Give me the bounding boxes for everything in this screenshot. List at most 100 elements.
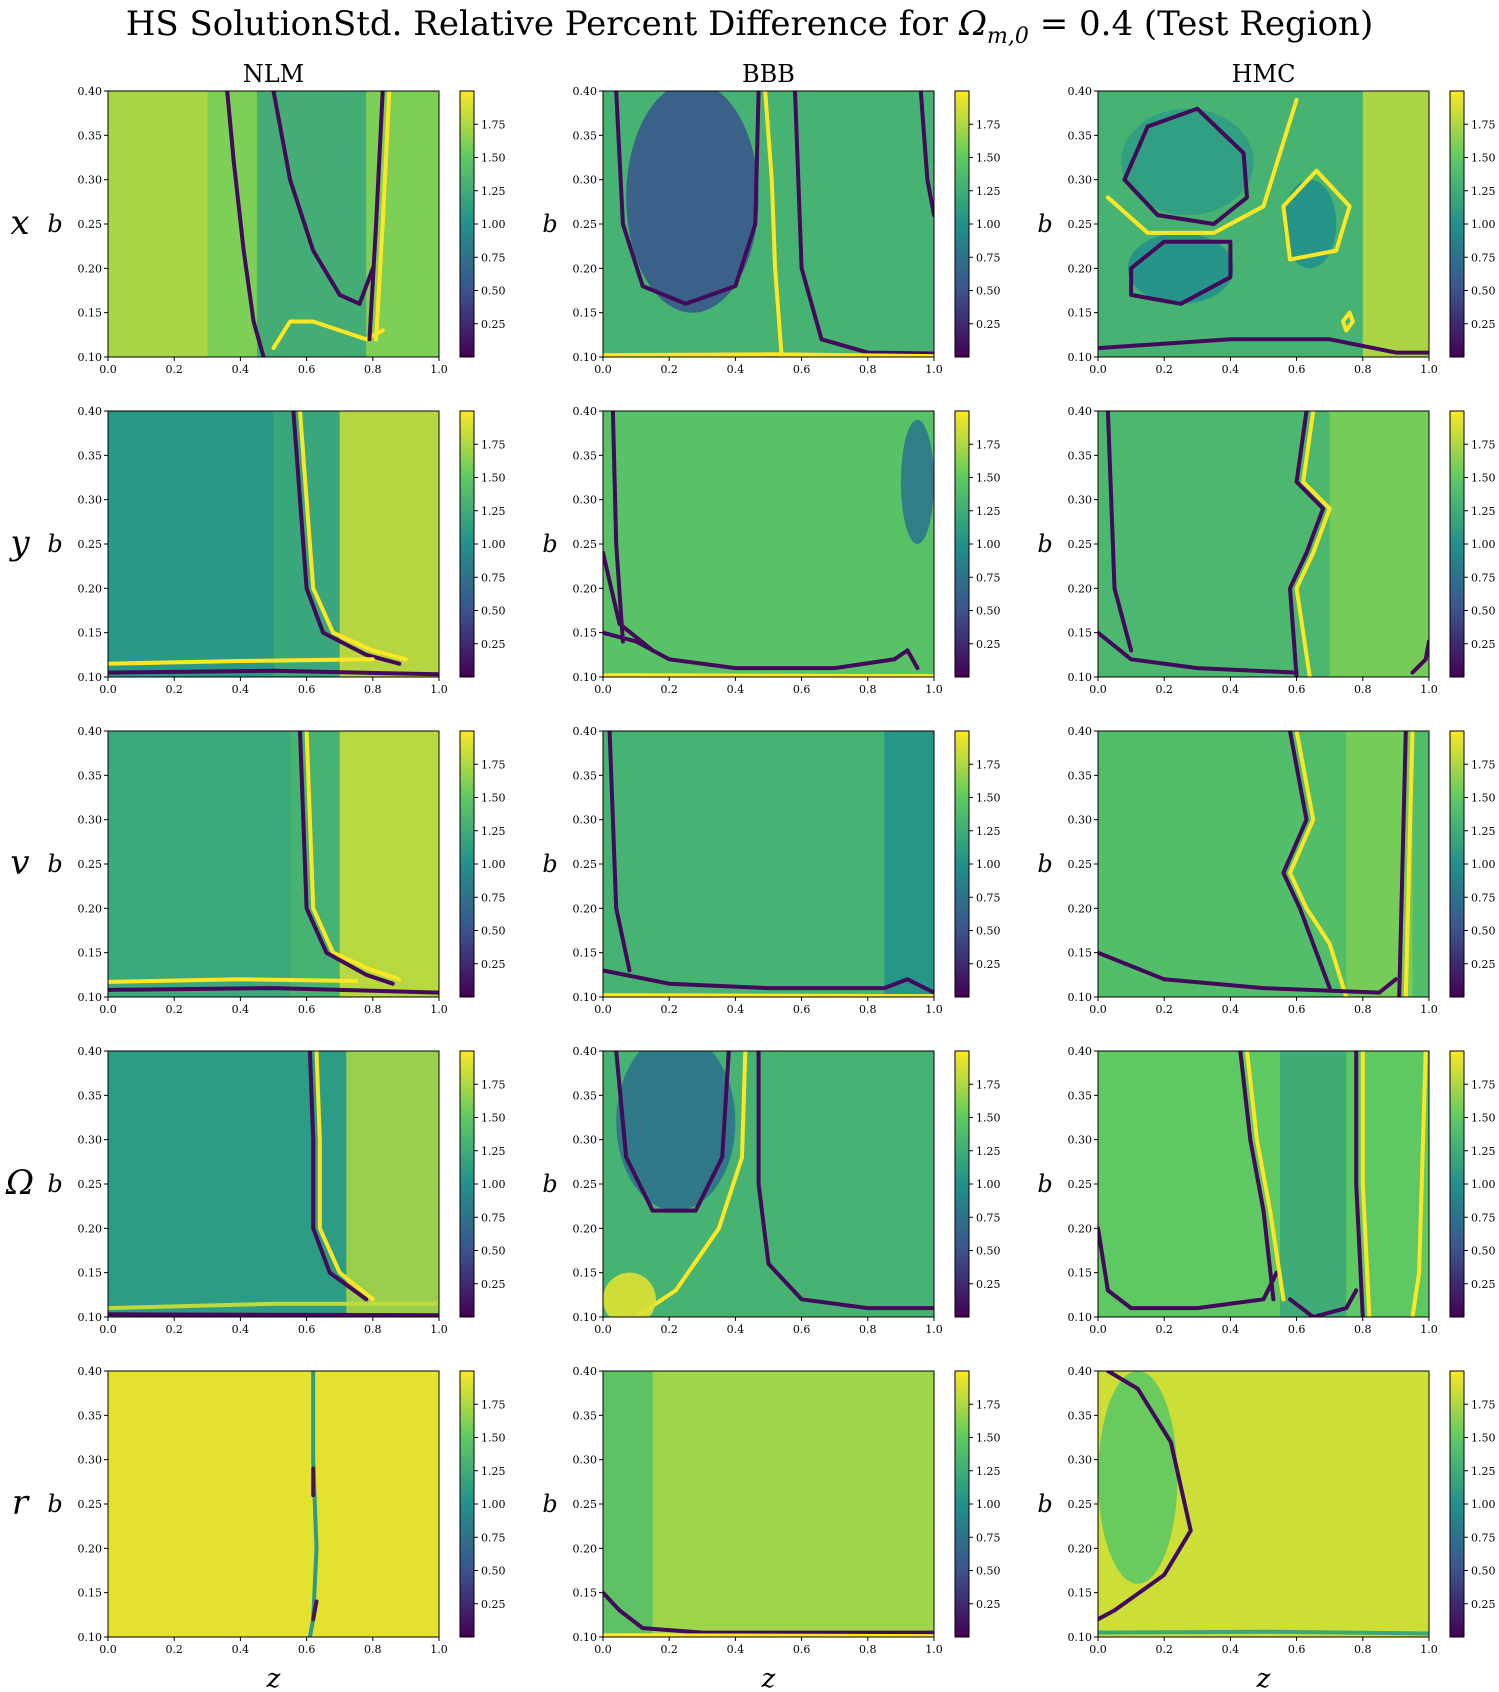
y-tick-label: 0.10: [1068, 1311, 1093, 1324]
y-tick-label: 0.25: [78, 218, 103, 231]
heatmap-contour: [603, 630, 920, 671]
heatmap-contour: [291, 411, 402, 666]
heatmap-contour: [108, 1301, 439, 1311]
colorbar-tick-label: 0.50: [481, 1565, 506, 1578]
column-title: NLM: [243, 60, 305, 88]
y-tick-label: 0.40: [1068, 1365, 1093, 1378]
row-label: r: [12, 1483, 30, 1523]
x-tick-label: 0.4: [232, 1643, 250, 1656]
heatmap-contour: [108, 657, 375, 666]
x-tick-label: 0.6: [298, 363, 316, 376]
y-tick-label: 0.15: [1068, 307, 1093, 320]
colorbar-tick-label: 1.75: [976, 758, 1001, 771]
y-tick-label: 0.40: [78, 405, 103, 418]
y-tick-label: 0.20: [1068, 582, 1093, 595]
x-tick-label: 0.2: [1155, 1003, 1173, 1016]
colorbar-tick-label: 1.00: [976, 1178, 1001, 1191]
colorbar-tick-label: 1.25: [1471, 825, 1496, 838]
heatmap-contour: [610, 411, 625, 644]
y-tick-label: 0.20: [1068, 902, 1093, 915]
x-tick-label: 0.8: [859, 1003, 877, 1016]
x-tick-label: 0.4: [232, 683, 250, 696]
colorbar: [459, 1050, 475, 1318]
colorbar-tick-label: 0.25: [481, 318, 506, 331]
y-tick-label: 0.40: [1068, 1045, 1093, 1058]
colorbar-tick-label: 1.75: [1471, 1078, 1496, 1091]
heatmap-band: [1329, 411, 1429, 677]
x-tick-label: 0.0: [594, 363, 612, 376]
y-tick-label: 0.10: [1068, 1631, 1093, 1644]
y-tick-label: 0.15: [1068, 947, 1093, 960]
y-tick-label: 0.30: [78, 814, 103, 827]
x-tick-label: 0.6: [793, 363, 811, 376]
x-tick-label: 0.6: [1288, 1003, 1306, 1016]
y-axis-label: b: [1037, 210, 1052, 238]
colorbar-tick-label: 1.00: [976, 1498, 1001, 1511]
colorbar-tick-label: 1.25: [976, 185, 1001, 198]
x-tick-label: 0.8: [859, 683, 877, 696]
y-tick-label: 0.20: [78, 902, 103, 915]
y-tick-label: 0.20: [573, 902, 598, 915]
x-tick-label: 0.2: [660, 1003, 678, 1016]
colorbar-tick-label: 1.75: [1471, 758, 1496, 771]
heatmap-band: [339, 411, 439, 677]
colorbar: [1449, 410, 1465, 678]
colorbar-tick-label: 1.75: [1471, 438, 1496, 451]
colorbar: [954, 1370, 970, 1638]
colorbar-tick-label: 1.00: [1471, 858, 1496, 871]
y-tick-label: 0.10: [573, 351, 598, 364]
colorbar-tick-label: 1.50: [976, 792, 1001, 805]
colorbar-tick-label: 0.25: [481, 1598, 506, 1611]
colorbar: [1449, 730, 1465, 998]
heatmap-band: [108, 731, 291, 997]
x-axis-label: z: [266, 1664, 281, 1692]
x-tick-label: 1.0: [430, 1323, 448, 1336]
heatmap-contour: [1281, 731, 1332, 991]
y-tick-label: 0.15: [78, 947, 103, 960]
column-title: BBB: [742, 60, 795, 88]
y-tick-label: 0.25: [1068, 858, 1093, 871]
x-tick-label: 0.2: [1155, 1643, 1173, 1656]
heatmap-contour: [763, 91, 784, 357]
x-tick-label: 0.6: [1288, 1323, 1306, 1336]
heatmap-contour: [367, 91, 385, 342]
colorbar: [459, 90, 475, 358]
y-tick-label: 0.35: [78, 1409, 103, 1422]
x-tick-label: 0.6: [793, 1003, 811, 1016]
y-axis-label: b: [542, 530, 557, 558]
colorbar-tick-label: 1.50: [976, 1112, 1001, 1125]
y-tick-label: 0.10: [573, 1311, 598, 1324]
heatmap-contour: [1098, 950, 1398, 995]
heatmap-contour: [1397, 731, 1408, 997]
y-tick-label: 0.40: [78, 725, 103, 738]
heatmap-contour: [307, 1371, 319, 1637]
x-tick-label: 0.4: [1222, 1643, 1240, 1656]
colorbar: [1449, 1050, 1465, 1318]
y-tick-label: 0.25: [1068, 538, 1093, 551]
heatmap-contour: [793, 91, 934, 356]
x-tick-label: 0.0: [1089, 1323, 1107, 1336]
x-tick-label: 0.2: [1155, 363, 1173, 376]
colorbar-tick-label: 0.75: [481, 571, 506, 584]
y-tick-label: 0.25: [573, 538, 598, 551]
colorbar-tick-label: 1.25: [481, 185, 506, 198]
colorbar-tick-label: 0.75: [976, 1531, 1001, 1544]
row-label: x: [10, 203, 29, 243]
row-label: v: [10, 843, 29, 883]
x-tick-label: 0.0: [1089, 1643, 1107, 1656]
y-tick-label: 0.10: [1068, 671, 1093, 684]
x-tick-label: 0.2: [1155, 1323, 1173, 1336]
heatmap-contour: [1410, 639, 1429, 675]
colorbar-tick-label: 0.25: [1471, 638, 1496, 651]
x-tick-label: 0.2: [660, 683, 678, 696]
x-tick-label: 0.2: [165, 683, 183, 696]
x-tick-label: 0.0: [99, 1003, 117, 1016]
y-tick-label: 0.25: [1068, 1498, 1093, 1511]
y-tick-label: 0.35: [78, 1089, 103, 1102]
colorbar-tick-label: 1.75: [481, 438, 506, 451]
heatmap-contour: [374, 91, 392, 342]
x-tick-label: 0.6: [793, 683, 811, 696]
x-tick-label: 1.0: [1420, 363, 1438, 376]
heatmap-contour: [1354, 1051, 1365, 1317]
colorbar-tick-label: 1.25: [976, 1145, 1001, 1158]
